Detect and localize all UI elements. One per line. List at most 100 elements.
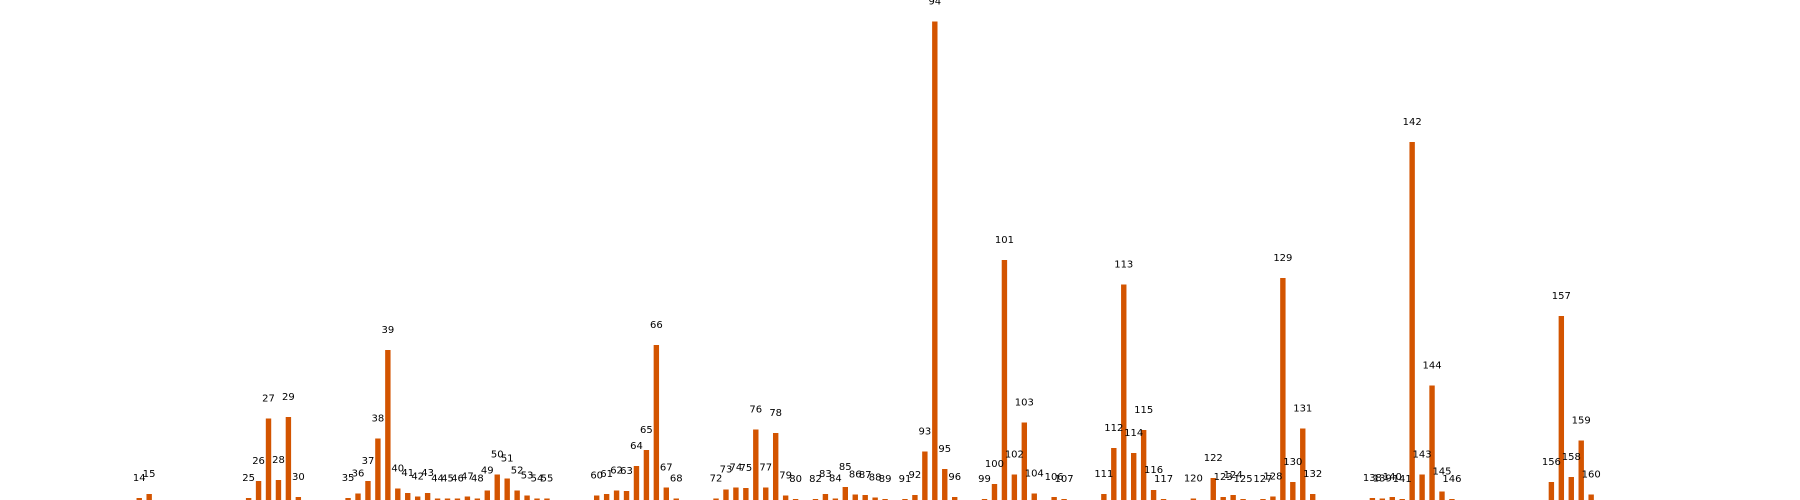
bar-label-95: 95 — [938, 444, 951, 455]
bar-label-68: 68 — [670, 474, 683, 485]
bar-label-26: 26 — [252, 456, 265, 467]
bar-45 — [444, 498, 451, 500]
bar-label-62: 62 — [610, 466, 623, 477]
bar-47 — [464, 496, 471, 500]
bar-label-159: 159 — [1572, 416, 1591, 427]
bar-label-36: 36 — [352, 469, 365, 480]
bar-label-138: 138 — [1363, 473, 1382, 484]
bar-label-130: 130 — [1283, 457, 1302, 468]
bar-label-142: 142 — [1403, 117, 1422, 128]
bar-label-106: 106 — [1045, 472, 1064, 483]
bar-label-112: 112 — [1104, 423, 1123, 434]
bar-138 — [1369, 498, 1376, 500]
bar-60 — [593, 495, 600, 500]
bar-106 — [1051, 497, 1057, 500]
bar-label-28: 28 — [272, 455, 285, 466]
bar-label-55: 55 — [541, 474, 554, 485]
bar-label-145: 145 — [1432, 467, 1451, 478]
bar-64 — [633, 466, 640, 500]
bar-label-116: 116 — [1144, 465, 1163, 476]
bar-55 — [544, 498, 550, 500]
bar-76 — [753, 429, 759, 500]
bar-label-46: 46 — [451, 474, 464, 485]
bar-124 — [1230, 495, 1236, 500]
bar-86 — [852, 494, 858, 500]
bar-116 — [1150, 490, 1157, 500]
bar-156 — [1548, 482, 1555, 500]
bar-label-30: 30 — [292, 472, 305, 483]
bar-label-128: 128 — [1263, 472, 1282, 483]
bar-label-157: 157 — [1552, 291, 1571, 302]
bar-111 — [1101, 494, 1107, 500]
bar-41 — [405, 493, 411, 500]
bar-131 — [1300, 428, 1306, 500]
bar-label-49: 49 — [481, 466, 494, 477]
bar-label-79: 79 — [779, 471, 792, 482]
bar-label-35: 35 — [342, 473, 355, 484]
bar-label-160: 160 — [1582, 470, 1601, 481]
bar-label-101: 101 — [995, 235, 1014, 246]
bar-label-123: 123 — [1214, 472, 1233, 483]
bar-42 — [414, 496, 421, 500]
bar-label-93: 93 — [918, 427, 931, 438]
bar-142 — [1409, 142, 1415, 500]
bar-84 — [832, 498, 839, 500]
bar-label-102: 102 — [1005, 450, 1024, 461]
bar-39 — [385, 350, 391, 500]
bar-label-75: 75 — [739, 463, 752, 474]
bar-101 — [1001, 260, 1008, 500]
bar-122 — [1210, 478, 1216, 500]
bar-label-83: 83 — [819, 469, 832, 480]
bar-50 — [494, 474, 500, 500]
bar-139 — [1379, 498, 1386, 500]
bar-label-54: 54 — [531, 474, 544, 485]
bar-79 — [782, 495, 789, 500]
bar-103 — [1021, 422, 1028, 500]
bar-label-50: 50 — [491, 450, 504, 461]
bar-label-156: 156 — [1542, 457, 1561, 468]
bar-label-63: 63 — [620, 466, 633, 477]
bar-label-52: 52 — [511, 466, 524, 477]
bar-label-140: 140 — [1383, 472, 1402, 483]
bar-28 — [275, 480, 282, 500]
bar-160 — [1588, 494, 1594, 500]
bar-88 — [872, 497, 878, 500]
bar-92 — [912, 495, 918, 500]
bar-66 — [653, 345, 660, 500]
bar-label-61: 61 — [600, 469, 613, 480]
bar-113 — [1121, 284, 1127, 500]
bar-14 — [136, 498, 142, 500]
bar-label-122: 122 — [1204, 453, 1223, 464]
bar-label-60: 60 — [590, 471, 603, 482]
bar-38 — [375, 438, 381, 500]
bar-67 — [663, 487, 669, 500]
bar-label-84: 84 — [829, 474, 842, 485]
bar-95 — [942, 469, 948, 500]
bar-145 — [1439, 491, 1445, 500]
bar-61 — [603, 494, 610, 500]
bar-label-76: 76 — [749, 405, 762, 416]
bar-label-53: 53 — [521, 471, 534, 482]
bar-62 — [613, 490, 620, 500]
bar-49 — [484, 490, 490, 500]
bar-label-96: 96 — [948, 472, 961, 483]
bar-27 — [265, 418, 272, 500]
bar-63 — [623, 491, 630, 500]
bar-label-64: 64 — [630, 441, 643, 452]
bar-54 — [534, 498, 540, 500]
bar-label-41: 41 — [401, 468, 414, 479]
bar-label-144: 144 — [1422, 361, 1441, 372]
bar-140 — [1389, 497, 1395, 500]
bar-94 — [932, 21, 938, 500]
bar-114 — [1131, 453, 1137, 500]
bar-label-27: 27 — [262, 394, 275, 405]
bar-label-85: 85 — [839, 462, 852, 473]
bar-label-51: 51 — [501, 454, 514, 465]
bar-26 — [255, 481, 262, 500]
bar-label-107: 107 — [1055, 474, 1074, 485]
bar-label-29: 29 — [282, 392, 295, 403]
bar-96 — [952, 497, 958, 500]
bar-15 — [146, 494, 152, 500]
bar-label-99: 99 — [978, 474, 991, 485]
bar-72 — [713, 498, 719, 500]
